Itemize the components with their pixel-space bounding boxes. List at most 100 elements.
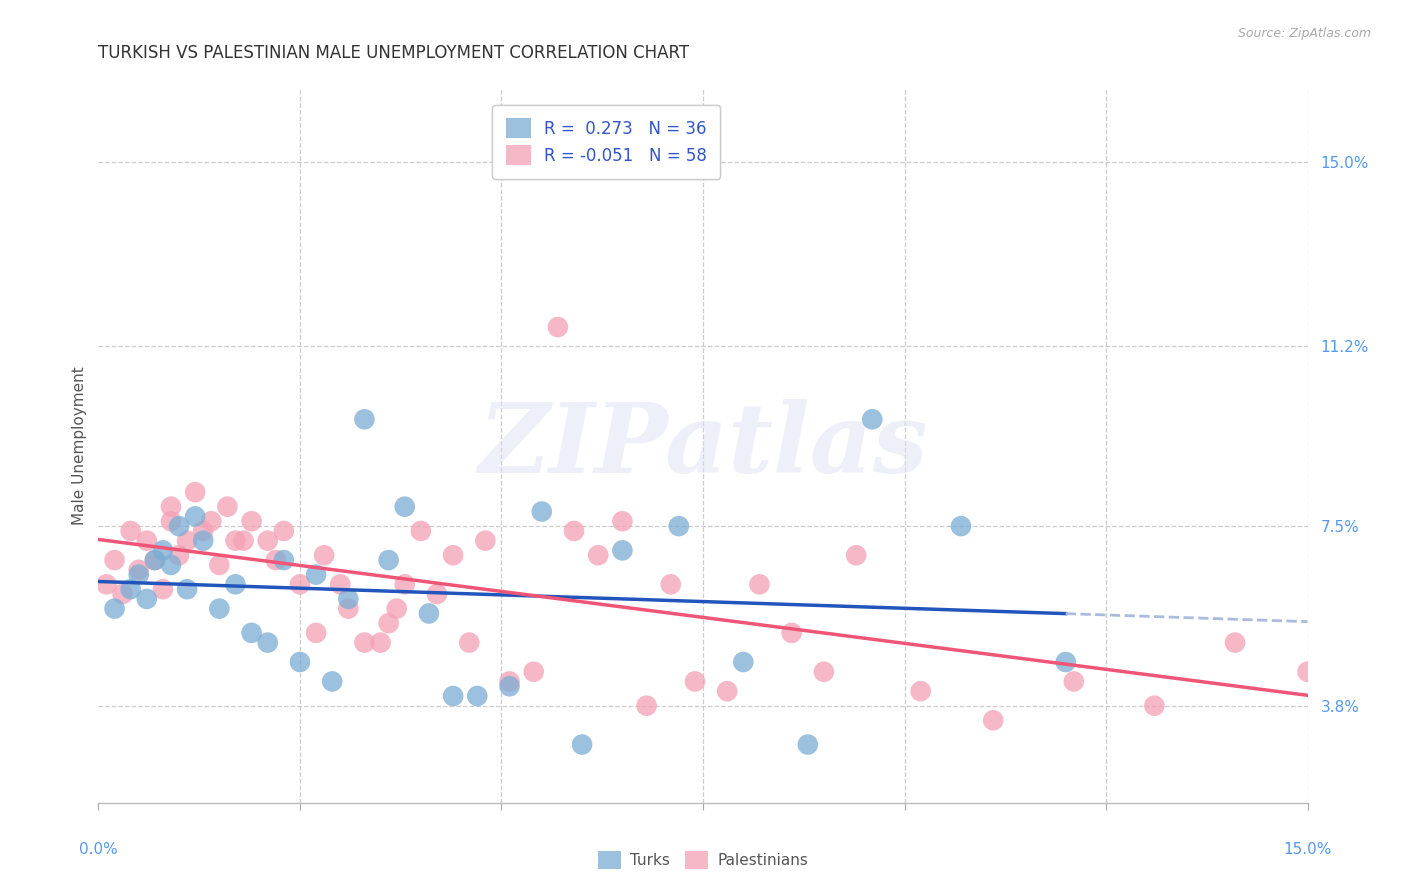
Point <box>314 548 336 562</box>
Text: 15.0%: 15.0% <box>1284 842 1331 856</box>
Point <box>659 577 682 591</box>
Point <box>636 698 658 713</box>
Point <box>337 591 360 606</box>
Point <box>780 626 803 640</box>
Point <box>498 679 520 693</box>
Point <box>1063 674 1085 689</box>
Point <box>160 558 183 572</box>
Point <box>264 553 287 567</box>
Point <box>498 674 520 689</box>
Point <box>120 582 142 597</box>
Point <box>208 558 231 572</box>
Point <box>176 533 198 548</box>
Point <box>217 500 239 514</box>
Point <box>96 577 118 591</box>
Point <box>256 635 278 649</box>
Point <box>813 665 835 679</box>
Point <box>1296 665 1319 679</box>
Point <box>167 548 190 562</box>
Text: ZIPatlas: ZIPatlas <box>478 399 928 493</box>
Point <box>1143 698 1166 713</box>
Point <box>612 543 634 558</box>
Point <box>1223 635 1246 649</box>
Point <box>394 577 416 591</box>
Point <box>474 533 496 548</box>
Y-axis label: Male Unemployment: Male Unemployment <box>72 367 87 525</box>
Point <box>409 524 432 538</box>
Point <box>797 738 820 752</box>
Point <box>612 514 634 528</box>
Point <box>288 577 311 591</box>
Text: TURKISH VS PALESTINIAN MALE UNEMPLOYMENT CORRELATION CHART: TURKISH VS PALESTINIAN MALE UNEMPLOYMENT… <box>98 45 689 62</box>
Point <box>1054 655 1077 669</box>
Point <box>160 500 183 514</box>
Point <box>305 626 328 640</box>
Point <box>530 504 553 518</box>
Point <box>683 674 706 689</box>
Point <box>547 320 569 334</box>
Point <box>128 567 150 582</box>
Point <box>370 635 392 649</box>
Point <box>167 519 190 533</box>
Point <box>668 519 690 533</box>
Point <box>305 567 328 582</box>
Point <box>337 601 360 615</box>
Point <box>910 684 932 698</box>
Point <box>232 533 254 548</box>
Point <box>128 563 150 577</box>
Point <box>273 524 295 538</box>
Point <box>120 524 142 538</box>
Point <box>441 548 464 562</box>
Point <box>329 577 352 591</box>
Point <box>458 635 481 649</box>
Point <box>193 533 215 548</box>
Point <box>716 684 738 698</box>
Point <box>184 485 207 500</box>
Point <box>152 582 174 597</box>
Point <box>200 514 222 528</box>
Point <box>256 533 278 548</box>
Point <box>465 689 488 703</box>
Point <box>240 626 263 640</box>
Point <box>418 607 440 621</box>
Point <box>103 553 125 567</box>
Point <box>135 533 157 548</box>
Point <box>103 601 125 615</box>
Point <box>224 577 246 591</box>
Point <box>377 553 399 567</box>
Point <box>224 533 246 548</box>
Point <box>441 689 464 703</box>
Point <box>208 601 231 615</box>
Point <box>288 655 311 669</box>
Point <box>193 524 215 538</box>
Point <box>748 577 770 591</box>
Point <box>981 713 1004 727</box>
Point <box>385 601 408 615</box>
Point <box>733 655 755 669</box>
Point <box>949 519 972 533</box>
Point <box>562 524 585 538</box>
Point <box>111 587 134 601</box>
Legend: R =  0.273   N = 36, R = -0.051   N = 58: R = 0.273 N = 36, R = -0.051 N = 58 <box>492 104 720 178</box>
Point <box>240 514 263 528</box>
Point <box>860 412 883 426</box>
Point <box>353 412 375 426</box>
Point <box>571 738 593 752</box>
Point <box>184 509 207 524</box>
Point <box>160 514 183 528</box>
Point <box>426 587 449 601</box>
Point <box>135 591 157 606</box>
Point <box>394 500 416 514</box>
Point <box>143 553 166 567</box>
Point <box>377 616 399 631</box>
Text: Source: ZipAtlas.com: Source: ZipAtlas.com <box>1237 27 1371 40</box>
Point <box>176 582 198 597</box>
Point <box>523 665 546 679</box>
Point <box>586 548 609 562</box>
Point <box>353 635 375 649</box>
Legend: Turks, Palestinians: Turks, Palestinians <box>592 845 814 875</box>
Point <box>273 553 295 567</box>
Text: 0.0%: 0.0% <box>79 842 118 856</box>
Point <box>152 543 174 558</box>
Point <box>845 548 868 562</box>
